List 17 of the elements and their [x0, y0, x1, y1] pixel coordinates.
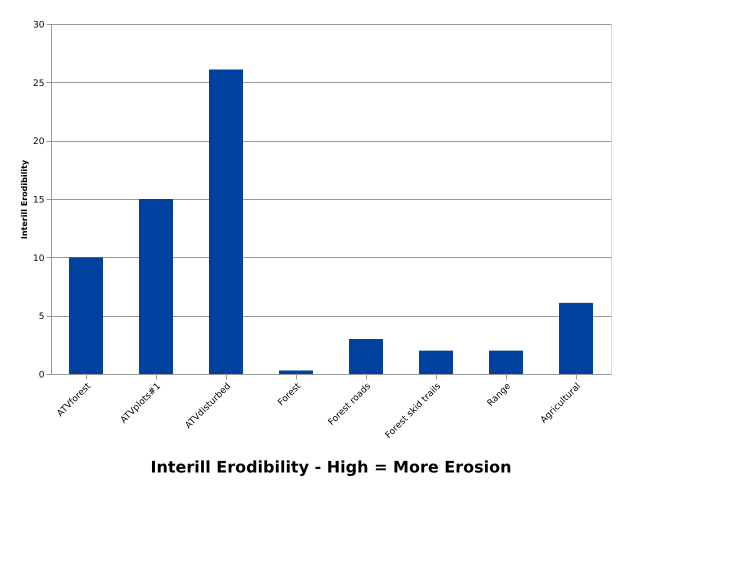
- bar: [139, 199, 173, 374]
- bar: [559, 302, 593, 374]
- y-tick-label: 25: [33, 78, 44, 89]
- y-axis-title: Interill Erodibility: [20, 159, 30, 240]
- text: Interill Erodibility - High = More Erosion: [150, 458, 512, 477]
- bar: [349, 339, 383, 374]
- y-tick-label: 30: [33, 20, 45, 30]
- y-tick-label: 0: [38, 370, 45, 380]
- bar: [419, 350, 453, 374]
- bar: [69, 257, 103, 374]
- y-tick-label: 15: [33, 196, 44, 206]
- bar: [489, 350, 523, 374]
- bar: [209, 70, 243, 374]
- y-tick-label: 20: [33, 137, 45, 148]
- bar: [279, 370, 313, 374]
- y-tick-label: 10: [33, 254, 45, 264]
- y-tick-label: 5: [38, 312, 44, 322]
